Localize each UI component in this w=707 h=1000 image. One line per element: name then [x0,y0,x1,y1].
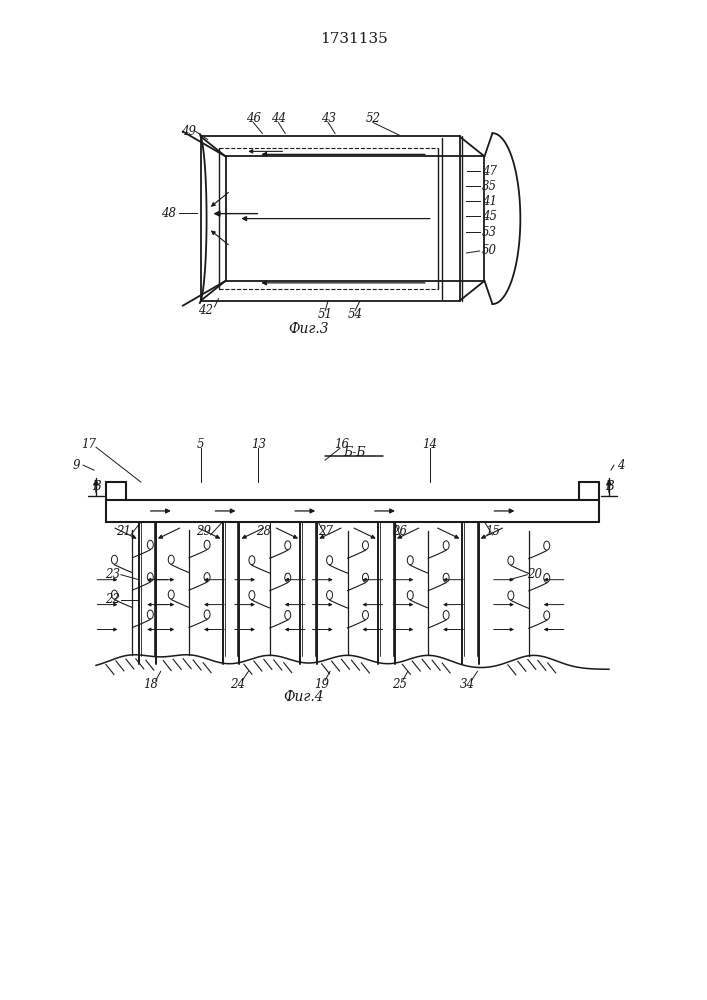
Ellipse shape [544,611,550,620]
Ellipse shape [363,541,368,550]
Text: В: В [604,480,613,493]
Text: 44: 44 [271,112,286,125]
Text: 16: 16 [334,438,349,451]
Ellipse shape [112,590,117,599]
Ellipse shape [147,610,153,619]
Text: 46: 46 [246,112,261,125]
Text: 5: 5 [197,438,204,451]
Text: Фиг.4: Фиг.4 [283,690,324,704]
Text: 15: 15 [485,525,500,538]
Ellipse shape [508,591,514,600]
Text: Фиг.3: Фиг.3 [288,322,329,336]
Ellipse shape [147,573,153,582]
Ellipse shape [285,541,291,550]
Text: 9: 9 [72,459,80,472]
Ellipse shape [285,573,291,582]
Text: 51: 51 [317,308,332,321]
Text: 27: 27 [317,525,332,538]
Text: 54: 54 [348,308,363,321]
Ellipse shape [168,590,174,599]
Ellipse shape [407,591,414,600]
Text: Б-Б: Б-Б [343,446,366,459]
Text: 21: 21 [117,525,132,538]
Ellipse shape [249,591,255,600]
Ellipse shape [168,555,174,564]
Text: 20: 20 [527,568,542,581]
Text: В: В [92,480,100,493]
Ellipse shape [443,541,449,550]
Text: 22: 22 [105,593,120,606]
Ellipse shape [249,556,255,565]
Text: 48: 48 [161,207,176,220]
Ellipse shape [363,573,368,582]
Text: 45: 45 [482,210,497,223]
Ellipse shape [204,610,210,619]
Text: 49: 49 [181,125,196,138]
Ellipse shape [147,540,153,549]
Text: 52: 52 [366,112,380,125]
Ellipse shape [508,556,514,565]
Text: 35: 35 [482,180,497,193]
Text: 1731135: 1731135 [320,32,388,46]
Ellipse shape [443,611,449,620]
Ellipse shape [407,556,414,565]
Ellipse shape [327,591,332,600]
Ellipse shape [204,540,210,549]
Ellipse shape [443,573,449,582]
Ellipse shape [327,556,332,565]
Text: 13: 13 [251,438,266,451]
Text: 28: 28 [256,525,271,538]
Text: 18: 18 [144,678,158,691]
Text: 26: 26 [392,525,407,538]
Text: 14: 14 [422,438,437,451]
Ellipse shape [544,573,550,582]
Ellipse shape [204,573,210,582]
Text: 4: 4 [617,459,625,472]
Ellipse shape [544,541,550,550]
Text: 43: 43 [320,112,336,125]
Text: 17: 17 [81,438,97,451]
Text: 41: 41 [482,195,497,208]
Text: 19: 19 [315,678,329,691]
Text: 50: 50 [482,244,497,257]
Text: 34: 34 [460,678,475,691]
Text: 53: 53 [482,226,497,239]
Text: 29: 29 [196,525,211,538]
Ellipse shape [112,555,117,564]
Ellipse shape [285,611,291,619]
Text: 24: 24 [230,678,245,691]
Text: 47: 47 [482,165,497,178]
Text: 42: 42 [198,304,213,317]
Ellipse shape [363,611,368,619]
Text: 23: 23 [105,568,120,581]
Text: 25: 25 [392,678,407,691]
